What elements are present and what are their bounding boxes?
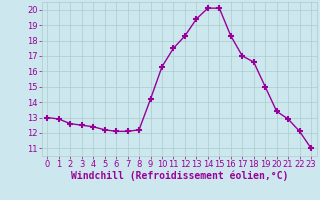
X-axis label: Windchill (Refroidissement éolien,°C): Windchill (Refroidissement éolien,°C)	[70, 171, 288, 181]
